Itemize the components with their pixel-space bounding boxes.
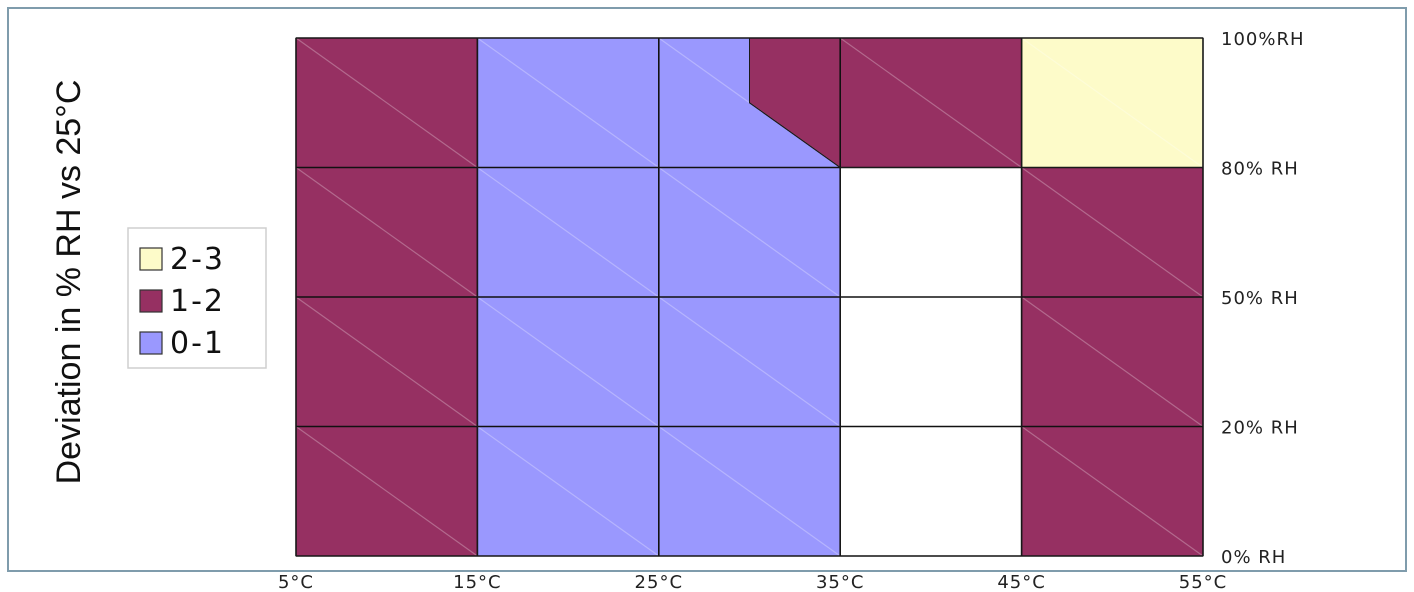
hatch-line xyxy=(477,426,660,557)
hatch-line xyxy=(839,37,1022,168)
hatch-line xyxy=(295,426,478,557)
region-outline xyxy=(749,37,1204,557)
x-tick-label: 35°C xyxy=(816,572,864,592)
legend-swatch xyxy=(139,331,163,355)
y-tick-label: 50% RH xyxy=(1221,288,1299,309)
hatch-line xyxy=(477,167,660,298)
y-axis-ticks: 0% RH 20% RH 50% RH 80% RH 100%RH xyxy=(1221,29,1305,568)
legend-label: 2-3 xyxy=(170,242,225,277)
x-tick-label: 5°C xyxy=(278,572,314,592)
hatch-line xyxy=(1021,426,1204,557)
y-tick-label: 80% RH xyxy=(1221,159,1299,180)
hatch-line xyxy=(477,37,660,168)
y-axis-label: Deviation in % RH vs 25°C xyxy=(50,80,88,485)
hatch-line xyxy=(1021,37,1204,168)
hatch-line xyxy=(658,296,841,427)
legend-swatch xyxy=(139,289,163,313)
region-2-3-3 xyxy=(1021,38,1203,168)
x-tick-label: 55°C xyxy=(1179,572,1227,592)
hatch-line xyxy=(658,426,841,557)
x-tick-label: 15°C xyxy=(453,572,501,592)
legend-swatch xyxy=(139,247,163,271)
y-tick-label: 100%RH xyxy=(1221,29,1305,50)
hatch-line xyxy=(295,37,478,168)
hatch-line xyxy=(295,167,478,298)
legend: 2-3 1-2 0-1 xyxy=(127,227,267,369)
y-tick-label: 0% RH xyxy=(1221,547,1286,568)
x-axis-ticks: 5°C 15°C 25°C 35°C 45°C 55°C xyxy=(278,572,1227,592)
hatch-line xyxy=(839,296,1022,427)
region-outline xyxy=(1021,37,1204,168)
hatch-line xyxy=(1021,167,1204,298)
legend-items: 2-3 1-2 0-1 xyxy=(139,242,225,361)
hatch-line xyxy=(839,426,1022,557)
hatch-line xyxy=(477,296,660,427)
legend-label: 1-2 xyxy=(170,284,225,319)
x-tick-label: 25°C xyxy=(635,572,683,592)
hatch-line xyxy=(839,167,1022,298)
y-tick-label: 20% RH xyxy=(1221,418,1299,439)
hatch-line xyxy=(295,296,478,427)
x-tick-label: 45°C xyxy=(997,572,1045,592)
grid-lines xyxy=(295,37,1204,557)
hatch-line xyxy=(1021,296,1204,427)
hatch-line xyxy=(658,167,841,298)
legend-label: 0-1 xyxy=(170,326,225,361)
